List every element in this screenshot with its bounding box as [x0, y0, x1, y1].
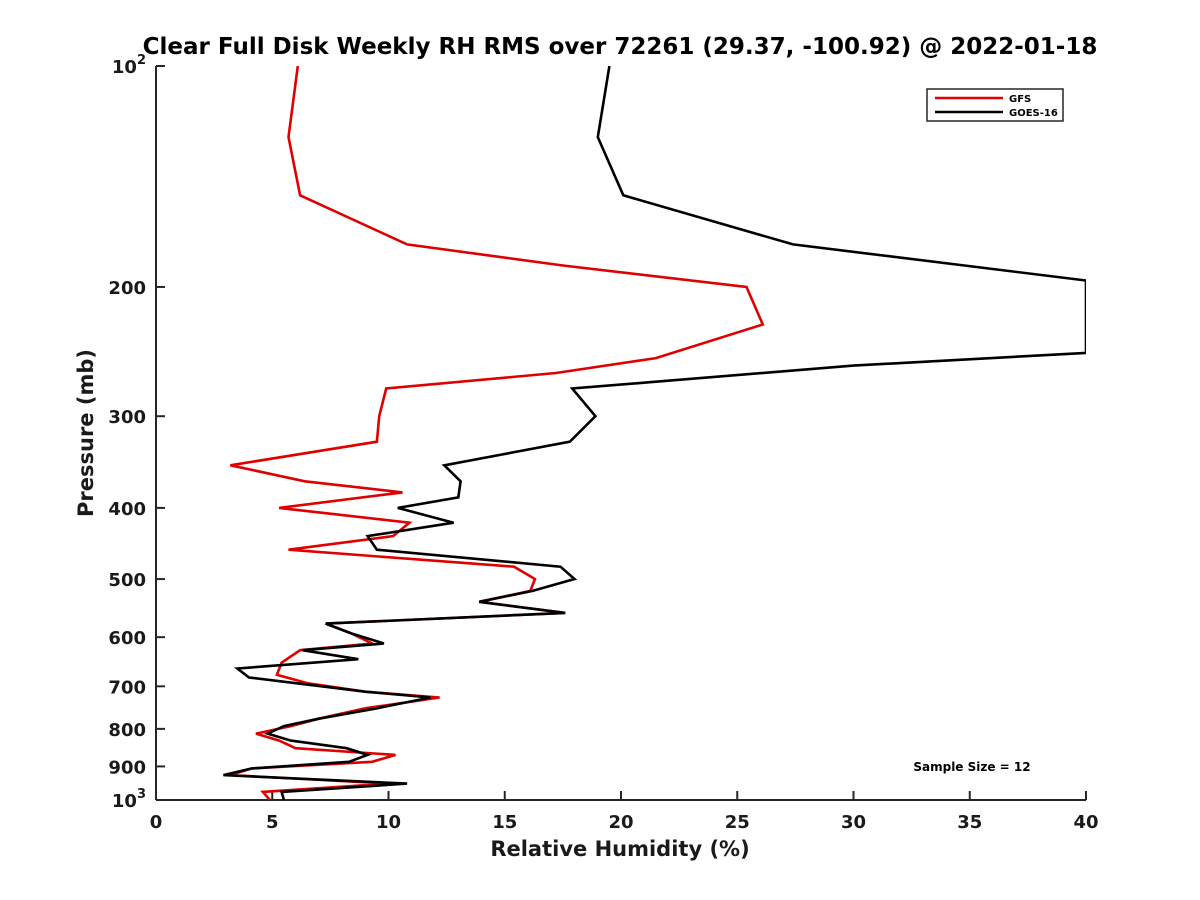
x-tick-label: 35: [957, 812, 982, 833]
x-axis-label: Relative Humidity (%): [490, 837, 749, 861]
x-tick-label: 20: [608, 812, 633, 833]
x-tick-label: 0: [150, 812, 163, 833]
x-tick-label: 25: [725, 812, 750, 833]
x-tick-label: 15: [492, 812, 517, 833]
y-tick-label: 300: [108, 407, 146, 428]
x-tick-label: 5: [266, 812, 279, 833]
series-line-goes-16: [223, 66, 1086, 800]
y-tick-label: 200: [108, 278, 146, 299]
series-line-gfs: [230, 66, 765, 800]
y-tick-exponent: 3: [137, 787, 146, 802]
y-tick-label: 102: [112, 53, 146, 78]
y-tick-label: 900: [108, 757, 146, 778]
y-tick-base: 10: [112, 791, 137, 812]
series-layer: [223, 66, 1086, 800]
y-tick-label: 500: [108, 570, 146, 591]
y-tick-label: 103: [112, 787, 146, 812]
x-tick-label: 40: [1073, 812, 1098, 833]
chart-title: Clear Full Disk Weekly RH RMS over 72261…: [143, 34, 1098, 60]
x-ticks: 0 5 10 15 20 25 30 35 40: [150, 791, 1099, 833]
x-tick-label: 30: [841, 812, 866, 833]
y-tick-base: 10: [112, 57, 137, 78]
y-tick-exponent: 2: [137, 53, 146, 68]
y-tick-label: 800: [108, 720, 146, 741]
x-tick-label: 10: [376, 812, 401, 833]
legend: GFS GOES-16: [926, 88, 1064, 122]
y-tick-label: 600: [108, 628, 146, 649]
legend-label-goes-16: GOES-16: [1009, 108, 1058, 119]
legend-box: [926, 88, 1064, 122]
y-tick-label: 700: [108, 677, 146, 698]
y-axis-label: Pressure (mb): [74, 349, 98, 517]
legend-label-gfs: GFS: [1009, 94, 1031, 105]
sample-size-annotation: Sample Size = 12: [913, 760, 1030, 774]
y-tick-label: 400: [108, 499, 146, 520]
